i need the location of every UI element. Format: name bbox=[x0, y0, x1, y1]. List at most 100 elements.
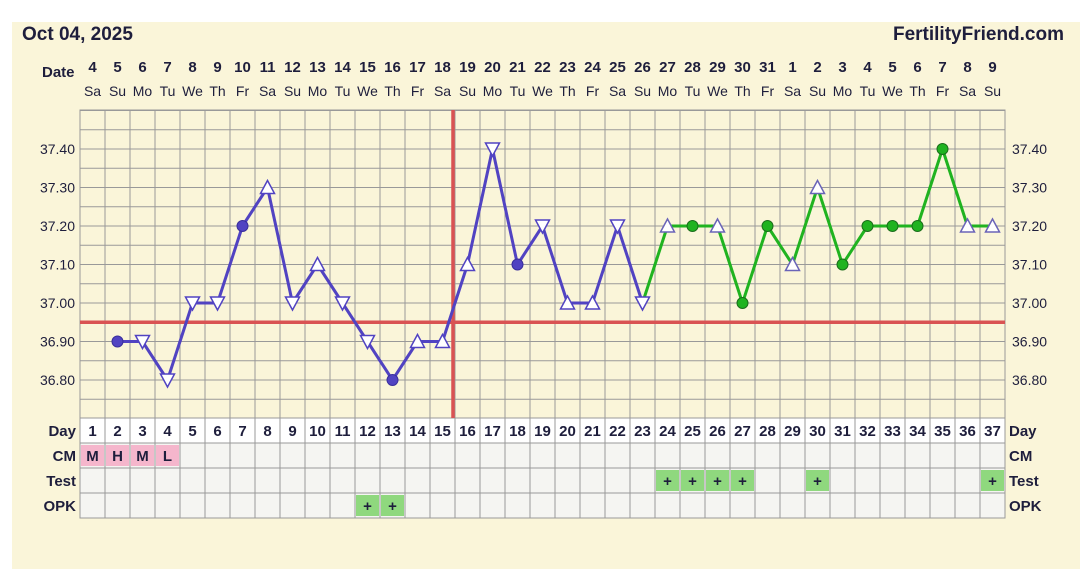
date-label: 26 bbox=[634, 59, 651, 76]
temperature-line-segment bbox=[816, 186, 844, 266]
date-label: 22 bbox=[534, 59, 551, 76]
weekday-label: Tu bbox=[335, 83, 351, 99]
temperature-point bbox=[309, 255, 326, 272]
weekday-label: We bbox=[882, 83, 903, 99]
date-label: 9 bbox=[213, 59, 221, 76]
y-tick-label-right: 37.20 bbox=[1012, 218, 1047, 234]
test-cell bbox=[656, 470, 679, 491]
test-cell-text: + bbox=[813, 473, 822, 490]
date-label: 1 bbox=[788, 59, 796, 76]
weekday-label: Su bbox=[634, 83, 651, 99]
weekday-label: Fr bbox=[236, 83, 250, 99]
temperature-point bbox=[984, 217, 1001, 233]
temperature-line-segment bbox=[366, 340, 394, 382]
weekday-label: We bbox=[182, 83, 203, 99]
y-tick-label-left: 37.30 bbox=[40, 180, 75, 196]
temperature-line-segment bbox=[641, 224, 669, 305]
temperature-point bbox=[659, 217, 676, 233]
weekday-label: Fr bbox=[586, 83, 600, 99]
opk-cell-text: + bbox=[363, 498, 372, 515]
weekday-label: Su bbox=[984, 83, 1001, 99]
cycle-day-label: 29 bbox=[784, 423, 801, 440]
cycle-day-label: 27 bbox=[734, 423, 751, 440]
y-tick-label-left: 37.40 bbox=[40, 141, 75, 157]
y-tick-label-right: 37.30 bbox=[1012, 180, 1047, 196]
cycle-day-label: 31 bbox=[834, 423, 851, 440]
temperature-point bbox=[809, 178, 826, 195]
date-label: 7 bbox=[938, 59, 946, 76]
cycle-day-label: 33 bbox=[884, 423, 901, 440]
date-label: 11 bbox=[260, 59, 276, 76]
temperature-point bbox=[609, 219, 626, 235]
cycle-day-label: 37 bbox=[984, 423, 1001, 440]
cycle-day-label: 22 bbox=[609, 423, 626, 440]
weekday-label: Su bbox=[459, 83, 476, 99]
temperature-line-segment bbox=[466, 147, 494, 266]
cm-cell-text: M bbox=[86, 448, 99, 465]
date-label: 7 bbox=[163, 59, 171, 76]
cycle-day-label: 21 bbox=[584, 423, 601, 440]
cycle-day-label: 3 bbox=[138, 423, 146, 440]
temperature-point bbox=[784, 255, 801, 272]
date-label: 4 bbox=[863, 59, 872, 76]
weekday-label: Sa bbox=[609, 83, 626, 99]
cycle-day-label: 1 bbox=[88, 423, 96, 440]
test-cell-text: + bbox=[738, 473, 747, 490]
temperature-point bbox=[159, 373, 176, 389]
temperature-point bbox=[736, 297, 749, 309]
weekday-label: Sa bbox=[259, 83, 276, 99]
temperature-point bbox=[886, 220, 899, 232]
cycle-day-label: 5 bbox=[188, 423, 196, 440]
temperature-point bbox=[911, 220, 924, 232]
temperature-point bbox=[559, 294, 576, 310]
weekday-label: We bbox=[532, 83, 553, 99]
temperature-point bbox=[236, 220, 249, 232]
cycle-day-label: 19 bbox=[534, 423, 551, 440]
y-tick-label-left: 37.00 bbox=[40, 295, 75, 311]
opk-row-label-right: OPK bbox=[1009, 498, 1042, 515]
temperature-line-segment bbox=[591, 224, 619, 305]
cycle-day-label: 24 bbox=[659, 423, 676, 440]
weekday-label: Tu bbox=[510, 83, 526, 99]
temperature-line-segment bbox=[791, 186, 819, 266]
opk-cell bbox=[356, 495, 379, 516]
cm-cell bbox=[131, 445, 154, 466]
weekday-label: Th bbox=[384, 83, 400, 99]
cycle-day-label: 10 bbox=[309, 423, 326, 440]
weekday-label: Fr bbox=[761, 83, 775, 99]
weekday-label: Th bbox=[559, 83, 575, 99]
temperature-line-segment bbox=[841, 224, 869, 266]
temperature-point bbox=[334, 296, 351, 312]
temperature-point bbox=[686, 220, 699, 232]
y-tick-label-right: 36.80 bbox=[1012, 372, 1047, 388]
date-label: 19 bbox=[459, 59, 476, 76]
cycle-day-label: 2 bbox=[113, 423, 121, 440]
cycle-day-label: 25 bbox=[684, 423, 701, 440]
cm-row-label: CM bbox=[53, 448, 76, 465]
temperature-line-segment bbox=[491, 147, 519, 266]
cm-cell-text: H bbox=[112, 448, 123, 465]
temperature-point bbox=[584, 294, 601, 310]
y-tick-label-left: 36.80 bbox=[40, 372, 75, 388]
temperature-line-segment bbox=[916, 147, 944, 228]
weekday-label: Th bbox=[209, 83, 225, 99]
test-cell-text: + bbox=[663, 473, 672, 490]
date-label: 20 bbox=[484, 59, 501, 76]
cm-cell bbox=[156, 445, 179, 466]
test-cell bbox=[981, 470, 1004, 491]
weekday-label: Su bbox=[809, 83, 826, 99]
date-row-label: Date bbox=[42, 64, 75, 81]
day-row-label-right: Day bbox=[1009, 423, 1037, 440]
weekday-label: Fr bbox=[411, 83, 425, 99]
date-label: 2 bbox=[813, 59, 821, 76]
test-row-label-right: Test bbox=[1009, 473, 1039, 490]
date-label: 3 bbox=[838, 59, 846, 76]
weekday-label: Mo bbox=[483, 83, 503, 99]
temperature-line-segment bbox=[766, 224, 794, 266]
cycle-day-label: 23 bbox=[634, 423, 651, 440]
date-label: 23 bbox=[559, 59, 576, 76]
y-tick-label-left: 37.20 bbox=[40, 218, 75, 234]
cycle-day-label: 17 bbox=[484, 423, 501, 440]
